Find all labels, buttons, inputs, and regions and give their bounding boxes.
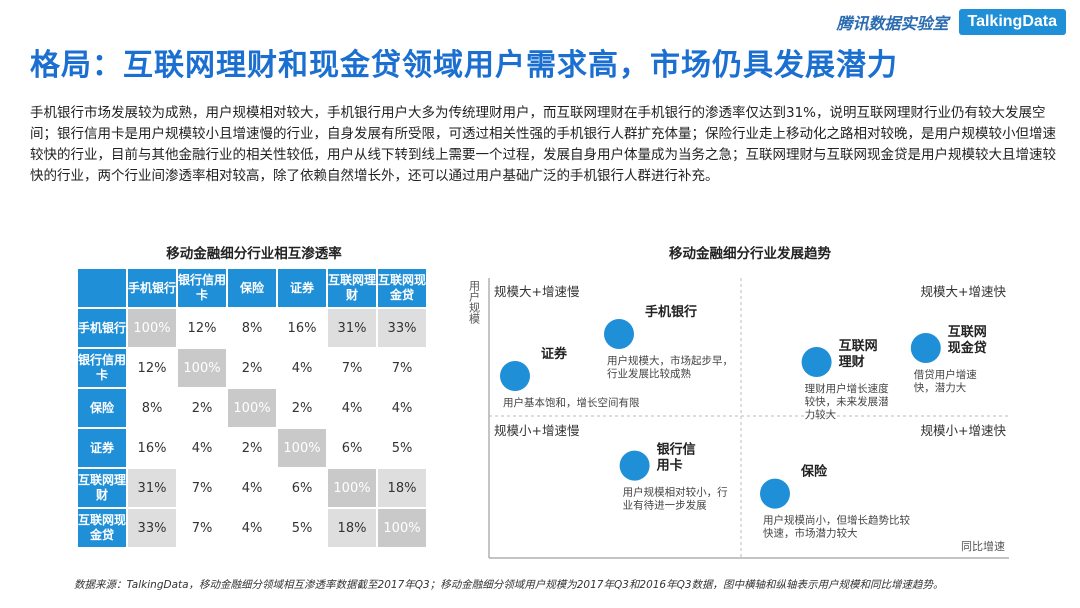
data-point-label: 互联网 [839,339,878,354]
table-cell: 18% [328,509,376,547]
table-cell: 33% [128,509,176,547]
col-header: 证券 [278,269,326,307]
table-cell: 7% [378,349,426,387]
quadrant-label: 规模大+增速慢 [494,284,580,299]
data-point-label: 银行信 [657,442,696,458]
data-point [910,333,941,363]
table-cell: 100% [328,469,376,507]
table-cell: 33% [378,309,426,347]
talkingdata-logo: TalkingData [958,9,1066,35]
table-cell: 4% [228,509,276,547]
col-header: 互联网现金贷 [378,269,426,307]
table-cell: 18% [378,469,426,507]
table-cell: 16% [128,429,176,467]
table-cell: 2% [228,349,276,387]
table-cell: 7% [178,469,226,507]
table-cell: 7% [328,349,376,387]
row-header: 银行信用卡 [78,349,126,387]
table-cell: 5% [278,509,326,547]
data-point [760,478,790,509]
row-header: 互联网理财 [78,469,126,507]
data-point-description: 理财用户增长速度 [805,382,889,395]
row-header: 手机银行 [78,309,126,347]
table-row: 互联网理财 31% 7% 4% 6% 100% 18% [78,469,426,507]
table-cell: 31% [128,469,176,507]
table-row: 手机银行 100% 12% 8% 16% 31% 33% [78,309,426,347]
data-point-label: 证券 [541,346,568,362]
data-point-label: 现金贷 [948,340,987,356]
data-point-description: 用户规模大，市场起步早， [607,354,733,367]
data-point-label: 理财 [839,354,865,370]
col-header: 银行信用卡 [178,269,226,307]
data-point-description: 行业发展比较成熟 [607,367,691,380]
trend-chart-title: 移动金融细分行业发展趋势 [669,246,831,262]
table-cell: 4% [328,389,376,427]
table-cell: 8% [228,309,276,347]
table-cell: 4% [228,469,276,507]
quadrant-label: 规模小+增速慢 [494,423,580,438]
table-cell: 7% [178,509,226,547]
row-header: 保险 [78,389,126,427]
data-point-description: 业有待进一步发展 [623,499,707,512]
table-header-row: 手机银行 银行信用卡 保险 证券 互联网理财 互联网现金贷 [78,269,426,307]
data-point-label: 保险 [800,464,828,480]
table-cell: 6% [278,469,326,507]
table-cell: 4% [278,349,326,387]
table-cell: 8% [128,389,176,427]
table-row: 证券 16% 4% 2% 100% 6% 5% [78,429,426,467]
brand-name: 腾讯数据实验室 [836,14,949,33]
data-point-description: 较快，未来发展潜 [805,395,889,408]
table-cell: 100% [378,509,426,547]
y-axis-label: 用户规模 [468,280,481,324]
data-point-label: 用卡 [656,458,683,474]
data-point [604,319,634,349]
table-cell: 16% [278,309,326,347]
source-footnote: 数据来源：TalkingData，移动金融细分领域相互渗透率数据截至2017年Q… [74,579,944,591]
table-cell: 4% [378,389,426,427]
data-point-description: 快，潜力大 [914,381,967,394]
data-point [500,361,530,391]
data-point [619,450,650,481]
table-cell: 100% [128,309,176,347]
table-cell: 6% [328,429,376,467]
row-header: 证券 [78,429,126,467]
table-cell: 100% [228,389,276,427]
table-cell: 12% [128,349,176,387]
data-point-description: 用户基本饱和，增长空间有限 [503,396,640,409]
table-cell: 100% [278,429,326,467]
table-cell: 2% [228,429,276,467]
data-point-label: 互联网 [948,325,987,340]
quadrant-label: 规模小+增速快 [921,423,1007,438]
data-point-description: 用户规模相对较小，行 [623,486,728,499]
intro-paragraph: 手机银行市场发展较为成熟，用户规模相对较大，手机银行用户大多为传统理财用户，而互… [30,105,1056,184]
table-cell: 4% [178,429,226,467]
data-point [801,347,832,377]
table-row: 互联网现金贷 33% 7% 4% 5% 18% 100% [78,509,426,547]
penetration-table: 手机银行 银行信用卡 保险 证券 互联网理财 互联网现金贷 手机银行 100% … [76,267,428,549]
penetration-table-title: 移动金融细分行业相互渗透率 [166,246,342,262]
table-cell: 100% [178,349,226,387]
table-cell: 31% [328,309,376,347]
table-cell: 2% [178,389,226,427]
table-row: 银行信用卡 12% 100% 2% 4% 7% 7% [78,349,426,387]
data-point-label: 手机银行 [645,304,697,320]
data-point-description: 快速，市场潜力较大 [763,527,858,540]
table-corner [78,269,126,307]
col-header: 保险 [228,269,276,307]
row-header: 互联网现金贷 [78,509,126,547]
x-axis-label: 同比增速 [961,539,1005,553]
table-cell: 5% [378,429,426,467]
brand: 腾讯数据实验室 TalkingData [836,8,1066,36]
data-point-description: 借贷用户增速 [914,368,977,381]
table-row: 保险 8% 2% 100% 2% 4% 4% [78,389,426,427]
page-title: 格局：互联网理财和现金贷领域用户需求高，市场仍具发展潜力 [30,48,898,83]
quadrant-label: 规模大+增速快 [921,284,1007,299]
col-header: 互联网理财 [328,269,376,307]
col-header: 手机银行 [128,269,176,307]
table-cell: 12% [178,309,226,347]
data-point-description: 用户规模尚小，但增长趋势比较 [763,514,910,527]
data-point-description: 力较大 [805,408,837,421]
table-cell: 2% [278,389,326,427]
